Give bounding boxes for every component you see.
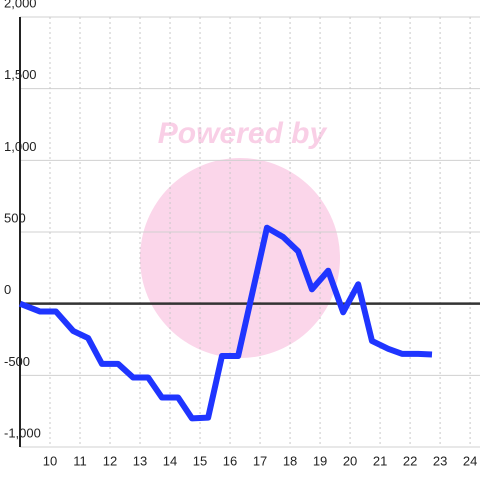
x-tick-label: 24 — [463, 453, 477, 468]
y-tick-label: 2,000 — [4, 0, 37, 10]
x-tick-label: 17 — [253, 453, 267, 468]
y-tick-label: 500 — [4, 210, 26, 225]
x-tick-label: 22 — [403, 453, 417, 468]
y-tick-label: -1,000 — [4, 425, 41, 440]
y-tick-label: -500 — [4, 354, 30, 369]
x-tick-label: 12 — [103, 453, 117, 468]
x-tick-label: 18 — [283, 453, 297, 468]
x-tick-label: 23 — [433, 453, 447, 468]
y-tick-label: 0 — [4, 282, 11, 297]
x-tick-label: 15 — [193, 453, 207, 468]
line — [18, 224, 433, 422]
x-tick-label: 20 — [343, 453, 357, 468]
x-tick-label: 16 — [223, 453, 237, 468]
x-tick-label: 21 — [373, 453, 387, 468]
x-tick-label: 19 — [313, 453, 327, 468]
x-tick-label: 14 — [163, 453, 177, 468]
x-tick-label: 11 — [73, 453, 87, 468]
x-tick-label: 10 — [43, 453, 57, 468]
x-tick-label: 13 — [133, 453, 147, 468]
watermark: Powered by — [158, 117, 328, 150]
